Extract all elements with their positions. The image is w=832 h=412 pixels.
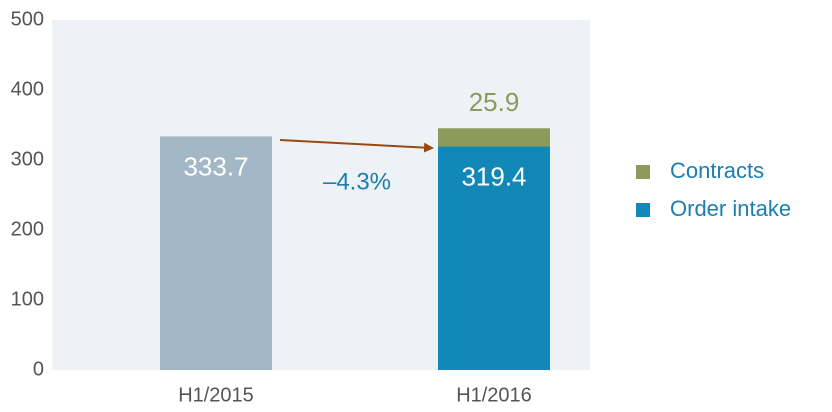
legend-swatch (636, 203, 650, 217)
y-tick-label: 0 (33, 358, 44, 380)
value-label: 333.7 (183, 151, 248, 181)
y-tick-label: 100 (11, 288, 44, 310)
legend-label: Contracts (670, 158, 764, 183)
bar-segment (438, 128, 550, 147)
x-tick-label: H1/2016 (456, 384, 532, 406)
legend-swatch (636, 165, 650, 179)
legend-label: Order intake (670, 196, 791, 221)
y-tick-label: 300 (11, 148, 44, 170)
bar-segment (438, 146, 550, 370)
value-label: 319.4 (461, 161, 526, 191)
value-label: 25.9 (469, 87, 520, 117)
x-tick-label: H1/2015 (178, 384, 254, 406)
annotation: –4.3% (323, 168, 391, 195)
change-arrow (279, 139, 434, 153)
y-tick-label: 200 (11, 218, 44, 240)
y-tick-label: 500 (11, 8, 44, 30)
bar-segment (160, 136, 272, 370)
y-tick-label: 400 (11, 78, 44, 100)
